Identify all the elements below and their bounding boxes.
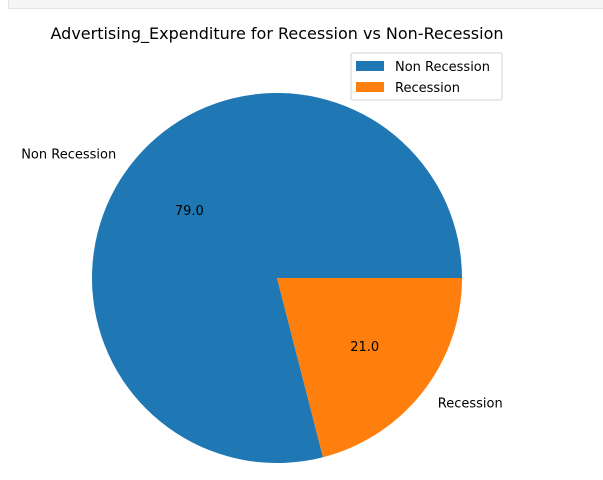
top-scroll-strip [8, 0, 603, 9]
pie-slice-non-recession [91, 93, 463, 464]
pie-slices [91, 93, 463, 464]
legend-swatch-recession [356, 82, 384, 92]
legend-frame [350, 52, 503, 101]
legend-label-recession: Recession [395, 81, 460, 96]
slice-label-non-recession: Non Recession [21, 147, 116, 162]
slice-label-recession: Recession [438, 397, 503, 412]
legend-label-non-recession: Non Recession [395, 60, 490, 75]
slice-pct-recession: 21.0 [350, 340, 379, 355]
chart-title: Advertising_Expenditure for Recession vs… [51, 24, 504, 44]
slice-pct-non-recession: 79.0 [175, 204, 204, 219]
pie-labels: Non Recession 79.0 Recession 21.0 [21, 147, 503, 411]
legend: Non Recession Recession [350, 52, 503, 101]
legend-swatch-non-recession [356, 61, 384, 71]
pie-slice-recession [277, 278, 462, 458]
